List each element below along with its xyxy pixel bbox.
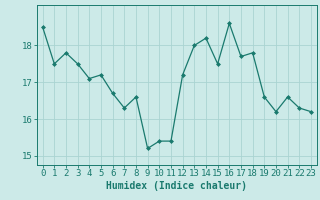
X-axis label: Humidex (Indice chaleur): Humidex (Indice chaleur) xyxy=(106,181,247,191)
